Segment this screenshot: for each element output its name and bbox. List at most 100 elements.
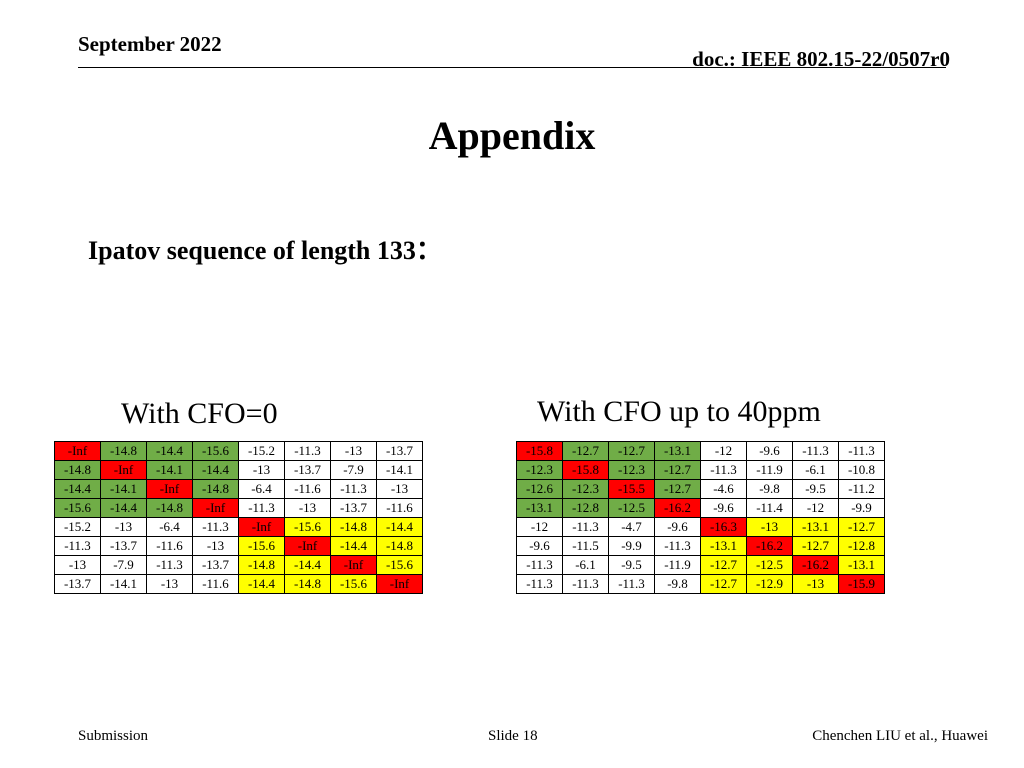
table-cell: -15.6: [330, 574, 377, 594]
right-correlation-table: -15.8 -12.7 -12.7 -13.1 -12 -9.6 -11.3 -11.3 -12…: [516, 441, 885, 594]
table-cell: -11.4: [746, 498, 793, 518]
table-cell: -13.7: [192, 555, 239, 575]
table-cell: -12.3: [516, 460, 563, 480]
table-cell: -13: [238, 460, 285, 480]
table-cell: -14.4: [238, 574, 285, 594]
footer-submission: Submission: [78, 728, 149, 744]
table-cell: -14.8: [192, 479, 239, 499]
table-cell: -13.7: [100, 536, 147, 556]
table-cell: -12: [516, 517, 563, 537]
table-cell: -4.6: [700, 479, 747, 499]
table-cell: -15.6: [376, 555, 423, 575]
table-cell: -Inf: [192, 498, 239, 518]
table-cell: -13.1: [516, 498, 563, 518]
table-cell: -15.6: [238, 536, 285, 556]
table-cell: -7.9: [330, 460, 377, 480]
table-cell: -11.3: [146, 555, 193, 575]
table-cell: -7.9: [100, 555, 147, 575]
table-cell: -14.8: [330, 517, 377, 537]
table-cell: -11.3: [838, 441, 885, 461]
table-cell: -13.1: [654, 441, 701, 461]
table-cell: -13: [376, 479, 423, 499]
table-cell: -12.7: [654, 460, 701, 480]
table-cell: -12.7: [838, 517, 885, 537]
table-cell: -11.5: [562, 536, 609, 556]
table-cell: -13: [100, 517, 147, 537]
table-cell: -15.2: [238, 441, 285, 461]
table-cell: -16.2: [746, 536, 793, 556]
left-table-caption: With CFO=0: [121, 397, 278, 430]
table-row: -12.3 -15.8 -12.3 -12.7 -11.3 -11.9 -6.1 -10.8: [516, 460, 885, 480]
table-cell: -Inf: [376, 574, 423, 594]
table-row: -14.4 -14.1 -Inf -14.8 -6.4 -11.6 -11.3 -13: [54, 479, 423, 499]
table-cell: -9.8: [746, 479, 793, 499]
table-cell: -14.1: [376, 460, 423, 480]
table-cell: -12.8: [838, 536, 885, 556]
table-cell: -11.3: [516, 555, 563, 575]
table-cell: -9.8: [654, 574, 701, 594]
table-cell: -12.7: [700, 555, 747, 575]
table-cell: -14.8: [100, 441, 147, 461]
table-cell: -14.4: [330, 536, 377, 556]
table-cell: -11.9: [654, 555, 701, 575]
table-cell: -15.9: [838, 574, 885, 594]
table-cell: -12.7: [792, 536, 839, 556]
table-cell: -11.6: [376, 498, 423, 518]
table-cell: -9.5: [792, 479, 839, 499]
table-cell: -15.5: [608, 479, 655, 499]
table-cell: -11.3: [330, 479, 377, 499]
table-cell: -9.6: [654, 517, 701, 537]
table-cell: -11.6: [284, 479, 331, 499]
table-cell: -14.8: [238, 555, 285, 575]
table-cell: -11.3: [792, 441, 839, 461]
table-cell: -14.1: [100, 574, 147, 594]
table-cell: -13: [54, 555, 101, 575]
table-cell: -6.4: [238, 479, 285, 499]
table-cell: -11.6: [146, 536, 193, 556]
table-cell: -11.3: [562, 574, 609, 594]
table-row: -11.3 -6.1 -9.5 -11.9 -12.7 -12.5 -16.2 -13.1: [516, 555, 885, 575]
table-cell: -6.1: [792, 460, 839, 480]
table-cell: -Inf: [54, 441, 101, 461]
table-cell: -14.4: [192, 460, 239, 480]
table-cell: -16.2: [654, 498, 701, 518]
table-cell: -9.5: [608, 555, 655, 575]
table-cell: -12.3: [562, 479, 609, 499]
header-doc-id: doc.: IEEE 802.15-22/0507r0: [692, 47, 950, 71]
header-divider: [78, 67, 946, 68]
table-cell: -11.3: [700, 460, 747, 480]
table-row: -9.6 -11.5 -9.9 -11.3 -13.1 -16.2 -12.7 -12.8: [516, 536, 885, 556]
table-cell: -13.7: [54, 574, 101, 594]
table-cell: -11.2: [838, 479, 885, 499]
table-cell: -15.8: [562, 460, 609, 480]
table-row: -15.2 -13 -6.4 -11.3 -Inf -15.6 -14.8 -14.4: [54, 517, 423, 537]
table-cell: -13.7: [330, 498, 377, 518]
table-cell: -11.3: [562, 517, 609, 537]
table-cell: -14.8: [376, 536, 423, 556]
table-cell: -12.5: [746, 555, 793, 575]
table-cell: -16.2: [792, 555, 839, 575]
table-cell: -9.6: [746, 441, 793, 461]
table-row: -12 -11.3 -4.7 -9.6 -16.3 -13 -13.1 -12.7: [516, 517, 885, 537]
footer-slide-number: Slide 18: [488, 728, 538, 744]
table-cell: -13.1: [838, 555, 885, 575]
table-row: -13.7 -14.1 -13 -11.6 -14.4 -14.8 -15.6 -Inf: [54, 574, 423, 594]
table-cell: -13.1: [700, 536, 747, 556]
table-cell: -11.6: [192, 574, 239, 594]
table-cell: -14.8: [284, 574, 331, 594]
slide-title: Appendix: [428, 113, 596, 158]
table-row: -15.8 -12.7 -12.7 -13.1 -12 -9.6 -11.3 -11.3: [516, 441, 885, 461]
table-cell: -11.3: [54, 536, 101, 556]
table-row: -13 -7.9 -11.3 -13.7 -14.8 -14.4 -Inf -15.6: [54, 555, 423, 575]
table-cell: -14.4: [54, 479, 101, 499]
table-cell: -Inf: [146, 479, 193, 499]
table-cell: -11.3: [654, 536, 701, 556]
table-cell: -14.4: [376, 517, 423, 537]
table-cell: -13.7: [284, 460, 331, 480]
table-row: -11.3 -13.7 -11.6 -13 -15.6 -Inf -14.4 -14.8: [54, 536, 423, 556]
table-cell: -13: [192, 536, 239, 556]
table-cell: -12.7: [562, 441, 609, 461]
table-row: -13.1 -12.8 -12.5 -16.2 -9.6 -11.4 -12 -9.9: [516, 498, 885, 518]
table-cell: -13: [792, 574, 839, 594]
table-cell: -9.9: [838, 498, 885, 518]
